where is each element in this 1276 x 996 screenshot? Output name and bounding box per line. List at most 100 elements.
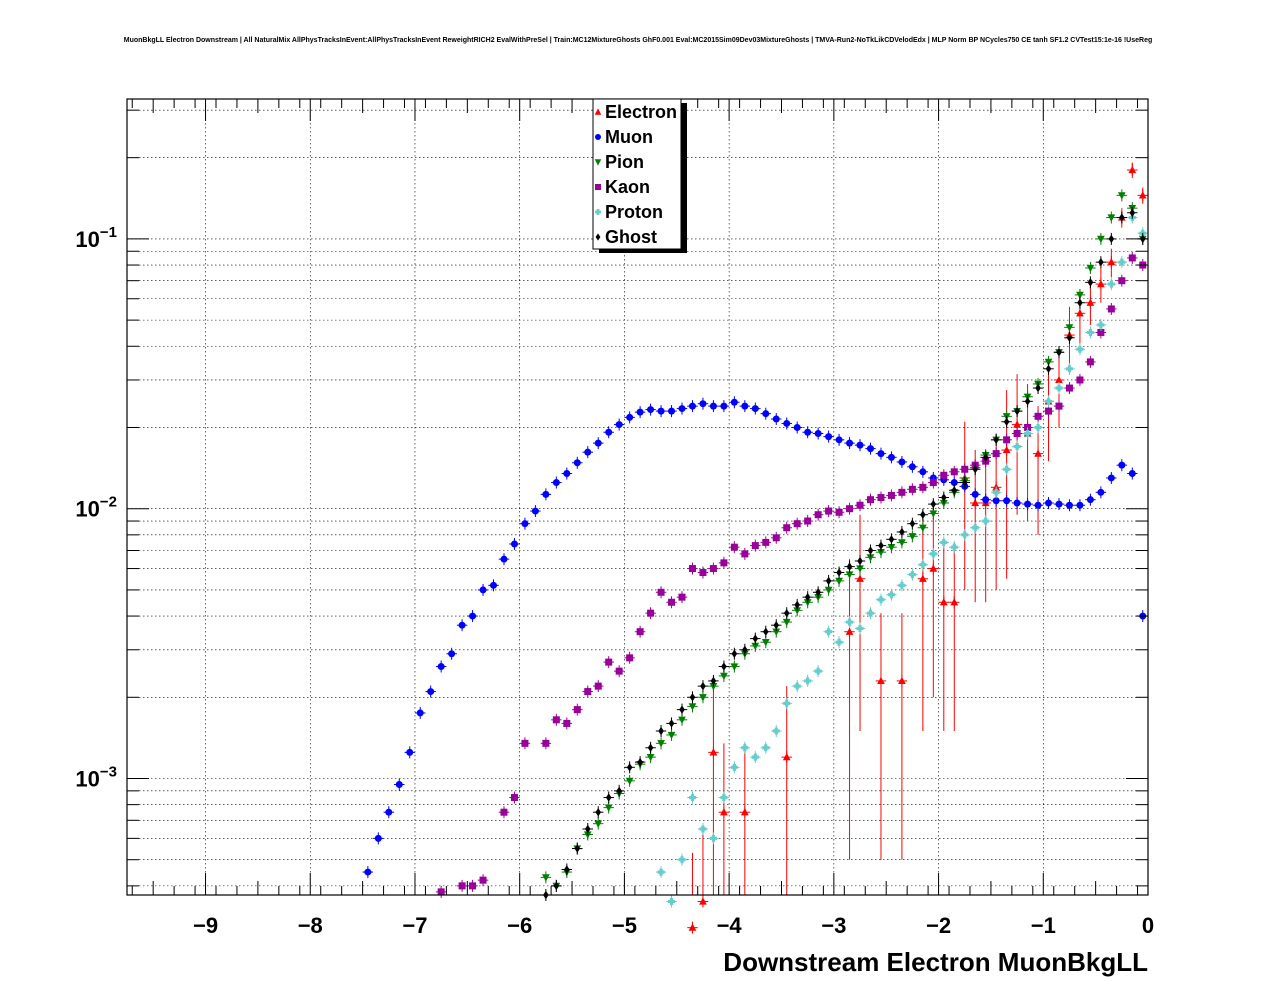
data-point — [950, 543, 958, 551]
data-point — [751, 542, 759, 550]
data-point — [1128, 254, 1136, 262]
data-point — [783, 524, 791, 532]
x-tick-label: −3 — [821, 913, 846, 938]
x-tick-label: −6 — [507, 913, 532, 938]
data-point — [1086, 298, 1095, 306]
data-point — [626, 413, 634, 421]
data-point — [1097, 279, 1105, 288]
data-point — [950, 479, 958, 487]
data-point — [521, 520, 529, 528]
data-point — [1065, 324, 1074, 332]
data-point — [605, 658, 613, 666]
data-point — [1076, 376, 1084, 384]
data-point — [595, 808, 602, 817]
data-point — [793, 520, 801, 528]
series-pion — [540, 189, 1148, 892]
data-point — [877, 494, 885, 502]
data-point — [668, 719, 675, 728]
data-point — [688, 794, 696, 802]
data-point — [929, 479, 937, 487]
legend-marker-electron — [594, 108, 602, 115]
data-point — [637, 757, 643, 767]
data-point — [1098, 257, 1104, 267]
data-point — [553, 881, 560, 891]
data-point — [751, 405, 759, 413]
data-point — [700, 681, 706, 691]
data-point — [751, 642, 760, 651]
data-point — [951, 486, 958, 495]
data-point — [437, 663, 445, 671]
legend-label-kaon: Kaon — [605, 177, 650, 197]
data-point — [1097, 328, 1105, 336]
data-point — [856, 501, 864, 509]
data-point — [699, 694, 707, 702]
data-point — [919, 574, 927, 582]
data-point — [437, 888, 445, 896]
data-point — [1107, 305, 1115, 313]
data-point — [668, 407, 676, 415]
data-point — [1003, 465, 1011, 473]
data-point — [594, 682, 602, 690]
data-point — [899, 527, 905, 537]
data-point — [845, 627, 854, 635]
data-point — [1024, 397, 1031, 406]
data-point — [1107, 214, 1116, 222]
data-point — [898, 539, 906, 547]
data-point — [772, 727, 780, 735]
data-point — [898, 676, 906, 685]
data-point — [647, 609, 655, 617]
data-point — [793, 682, 801, 690]
data-point — [836, 568, 842, 577]
data-point — [846, 618, 854, 626]
data-point — [1087, 278, 1094, 287]
data-point — [500, 808, 508, 816]
data-point — [521, 739, 529, 747]
data-point — [720, 808, 728, 816]
data-point — [626, 763, 633, 772]
data-point — [939, 598, 948, 606]
data-point — [657, 868, 665, 876]
data-point — [762, 538, 770, 546]
data-point — [919, 468, 927, 476]
data-point — [982, 453, 989, 462]
data-point — [552, 716, 560, 724]
data-point — [815, 588, 821, 597]
data-point — [510, 540, 518, 548]
data-point — [1024, 429, 1032, 437]
data-point — [814, 511, 822, 519]
data-point — [584, 448, 592, 456]
data-point — [1107, 474, 1115, 482]
data-point — [709, 402, 717, 410]
data-point — [752, 634, 759, 643]
x-tick-label: −7 — [402, 913, 427, 938]
data-point — [1076, 345, 1084, 353]
data-point — [584, 688, 592, 696]
data-point — [961, 478, 968, 487]
data-point — [1045, 364, 1052, 374]
data-point — [720, 402, 728, 410]
data-point — [647, 406, 655, 414]
data-point — [804, 677, 812, 685]
data-point — [1097, 235, 1105, 244]
data-point — [1065, 501, 1073, 509]
data-point — [720, 559, 728, 567]
data-point — [1013, 429, 1021, 437]
y-tick-label: 10−2 — [75, 494, 117, 522]
data-point — [479, 876, 487, 884]
data-point — [626, 654, 634, 662]
data-point — [992, 488, 1000, 496]
data-point — [1002, 445, 1011, 454]
data-point — [835, 508, 843, 516]
data-point — [730, 763, 738, 771]
series-muon — [362, 396, 1148, 879]
data-point — [615, 421, 623, 429]
data-point — [782, 752, 791, 761]
data-point — [688, 703, 697, 711]
data-point — [741, 550, 749, 558]
data-point — [1065, 384, 1073, 392]
data-point — [679, 705, 685, 714]
data-point — [898, 488, 906, 496]
data-point — [636, 628, 644, 636]
data-point — [982, 496, 990, 504]
x-tick-label: −5 — [612, 913, 637, 938]
